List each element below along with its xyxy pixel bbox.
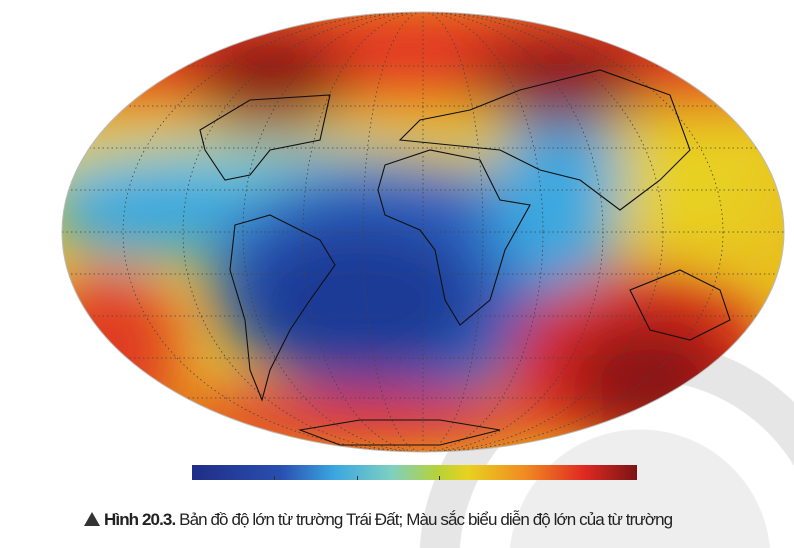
triangle-up-icon (84, 512, 100, 526)
colorbar-tick (274, 476, 275, 480)
colorbar-tick (439, 476, 440, 480)
colorbar (192, 465, 637, 480)
figure-caption-text: Bản đồ độ lớn từ trường Trái Đất; Màu sắ… (175, 510, 673, 529)
figure-label: Hình 20.3. (104, 510, 176, 529)
colorbar-tick (357, 476, 358, 480)
magnetic-field-map (61, 11, 785, 453)
coastlines (199, 69, 731, 446)
figure-caption: Hình 20.3. Bản đồ độ lớn từ trường Trái … (84, 510, 673, 530)
